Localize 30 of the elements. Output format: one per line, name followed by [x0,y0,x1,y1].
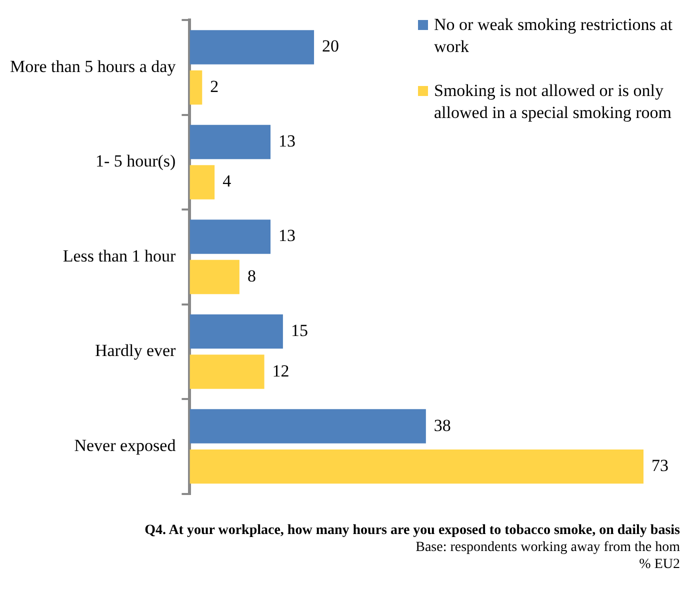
data-label: 20 [322,36,340,56]
bar [190,124,271,160]
bar [190,449,644,484]
text: Q4. At your workplace, how many hours are you exposed to tobacco smoke, on daily basis [144,522,680,539]
data-label: 13 [278,131,296,150]
y-tick-label: More than 5 hours a day [10,56,176,76]
y-tick-label: 1- 5 hour(s) [95,152,176,171]
bar [190,409,426,444]
data-label: 73 [651,456,668,476]
data-label: 13 [278,226,296,246]
y-tick-label: Never exposed [74,436,176,455]
legend-label: Smoking is not allowed or is only allowed in a special smoking room [434,80,672,124]
y-tick-label: Less than 1 hour [62,246,176,266]
bar [190,70,202,105]
data-label: 15 [290,320,308,340]
bar [190,354,264,389]
bar [190,165,215,200]
text: Base: respondents working away from the hom [414,539,680,556]
data-label: 12 [272,361,290,380]
bar [190,260,240,294]
y-tick-label: Hardly ever [94,341,176,360]
bar [190,30,314,64]
bar [190,220,271,254]
legend-label: No or weak smoking restrictions at work [434,14,674,58]
text: % EU2 [638,556,680,573]
data-label: 4 [222,172,232,191]
data-label: 8 [247,266,256,286]
data-label: 2 [210,76,219,96]
bar [190,314,283,349]
data-label: 38 [434,416,451,435]
